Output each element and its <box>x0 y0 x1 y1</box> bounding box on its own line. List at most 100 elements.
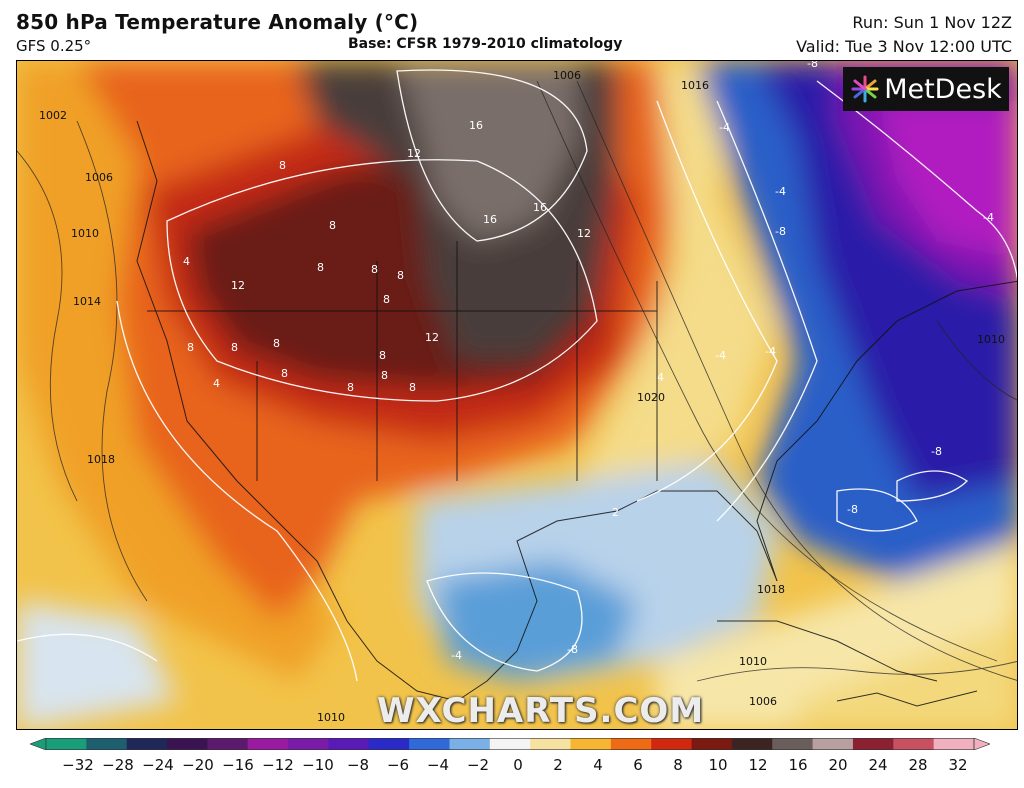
colorbar-swatch <box>893 738 935 750</box>
colorbar-min-arrow <box>30 738 47 750</box>
colorbar-swatch <box>812 738 854 750</box>
anomaly-contour-label: -8 <box>931 445 942 458</box>
anomaly-contour-label: 8 <box>279 159 286 172</box>
colorbar-tick-label: 4 <box>593 756 603 774</box>
colorbar-ticks: −32 −28 −24 −20 −16 −12 −10 −8 −6 −4 −2 0 2 4 6 8 10 12 16… <box>0 756 1024 780</box>
colorbar-swatch <box>46 738 87 750</box>
colorbar-swatch <box>167 738 208 750</box>
anomaly-contour-label: -4 <box>451 649 462 662</box>
colorbar-swatch <box>288 738 329 750</box>
anomaly-contour-label: -4 <box>765 345 776 358</box>
anomaly-contour-label: 8 <box>281 367 288 380</box>
anomaly-contour-label: -4 <box>775 185 786 198</box>
isobar-label: 1010 <box>977 333 1005 346</box>
colorbar-swatch <box>247 738 289 750</box>
colorbar-swatch <box>651 738 693 750</box>
colorbar-tick-label: −16 <box>222 756 254 774</box>
colorbar-tick-label: 24 <box>868 756 888 774</box>
colorbar-tick-label: −8 <box>346 756 370 774</box>
anomaly-contour-label: 8 <box>187 341 194 354</box>
colorbar-swatch <box>328 738 370 750</box>
isobar-label: 1010 <box>739 655 767 668</box>
anomaly-contour-label: 4 <box>657 371 664 384</box>
colorbar-tick-label: 32 <box>948 756 968 774</box>
isobar-label: 1016 <box>681 79 709 92</box>
anomaly-contour-label: 8 <box>231 341 238 354</box>
anomaly-contour-label: -4 <box>719 121 730 134</box>
isobar-label: 1014 <box>73 295 101 308</box>
anomaly-contour-label: 8 <box>409 381 416 394</box>
run-time-label: Run: Sun 1 Nov 12Z <box>852 13 1012 32</box>
colorbar-swatch <box>489 738 531 750</box>
isobar-label: 1006 <box>553 69 581 82</box>
anomaly-contour-label: -4 <box>983 211 994 224</box>
metdesk-logo-text: MetDesk <box>884 73 1002 105</box>
colorbar-tick-label: −28 <box>102 756 134 774</box>
anomaly-map: 16 12 16 16 12 8 8 8 8 8 12 8 8 8 8 8 8 12 8 8 4 4 8 4 -4 -4 -8 -8-… <box>16 60 1018 730</box>
colorbar-max-arrow <box>973 738 990 750</box>
colorbar-tick-label: −4 <box>426 756 450 774</box>
valid-time-label: Valid: Tue 3 Nov 12:00 UTC <box>796 37 1012 56</box>
isobar-label: 1020 <box>637 391 665 404</box>
anomaly-contour-label: 8 <box>371 263 378 276</box>
anomaly-contour-label: 16 <box>469 119 483 132</box>
isobar-label-layer: 1002 1006 1010 1014 1018 1006 1020 1018 1010 1010… <box>39 69 1005 724</box>
colorbar-swatch <box>691 738 733 750</box>
anomaly-contour-label: 8 <box>347 381 354 394</box>
colorbar-swatch <box>368 738 410 750</box>
colorbar-swatch <box>610 738 652 750</box>
colorbar-tick-label: 6 <box>633 756 643 774</box>
anomaly-contour-label: 8 <box>317 261 324 274</box>
isobar-label: 1006 <box>85 171 113 184</box>
colorbar-tick-label: 12 <box>748 756 768 774</box>
colorbar-swatch <box>731 738 773 750</box>
model-label: GFS 0.25° <box>16 37 92 55</box>
colorbar-tick-label: −2 <box>466 756 490 774</box>
isobar-label: 1010 <box>71 227 99 240</box>
isobar-label: 1002 <box>39 109 67 122</box>
metdesk-logo-icon <box>851 75 879 103</box>
colorbar-tick-label: 10 <box>708 756 728 774</box>
colorbar-tick-label: −24 <box>142 756 174 774</box>
colorbar-frame <box>45 738 975 750</box>
colorbar-swatch <box>126 738 168 750</box>
colorbar-tick-label: −10 <box>302 756 334 774</box>
colorbar-swatch <box>570 738 612 750</box>
colorbar-swatch <box>852 738 894 750</box>
anomaly-contour-label: -4 <box>715 349 726 362</box>
colorbar-swatch <box>207 738 249 750</box>
anomaly-contour-label: -8 <box>775 225 786 238</box>
colorbar-swatch <box>772 738 814 750</box>
colorbar-tick-label: 8 <box>673 756 683 774</box>
anomaly-contour-label: 16 <box>483 213 497 226</box>
anomaly-contour-label: 8 <box>397 269 404 282</box>
colorbar-tick-label: 28 <box>908 756 928 774</box>
colorbar-tick-label: −12 <box>262 756 294 774</box>
chart-title: 850 hPa Temperature Anomaly (°C) <box>16 10 419 34</box>
anomaly-contour-label: 8 <box>329 219 336 232</box>
colorbar-tick-label: 16 <box>788 756 808 774</box>
colorbar <box>30 738 990 750</box>
anomaly-contour-label: -8 <box>567 643 578 656</box>
colorbar-swatch <box>86 738 128 750</box>
anomaly-contour-label: 16 <box>533 201 547 214</box>
colorbar-tick-label: −20 <box>182 756 214 774</box>
metdesk-logo: MetDesk <box>843 67 1009 111</box>
isobars <box>17 80 1017 682</box>
isobar-label: 1006 <box>749 695 777 708</box>
anomaly-contour-label: 8 <box>379 349 386 362</box>
anomaly-contour-label: 2 <box>612 506 619 519</box>
wxcharts-watermark: WXCHARTS.COM <box>377 691 705 730</box>
anomaly-contour-label: 8 <box>383 293 390 306</box>
anomaly-contour-label: 12 <box>425 331 439 344</box>
anomaly-contour-label: 12 <box>407 147 421 160</box>
colorbar-swatch <box>933 738 975 750</box>
colorbar-tick-label: 2 <box>553 756 563 774</box>
base-climatology-label: Base: CFSR 1979-2010 climatology <box>348 36 623 52</box>
colorbar-tick-label: −6 <box>386 756 410 774</box>
coastlines <box>136 120 1017 707</box>
colorbar-tick-label: −32 <box>62 756 94 774</box>
anomaly-contour-label: 8 <box>273 337 280 350</box>
